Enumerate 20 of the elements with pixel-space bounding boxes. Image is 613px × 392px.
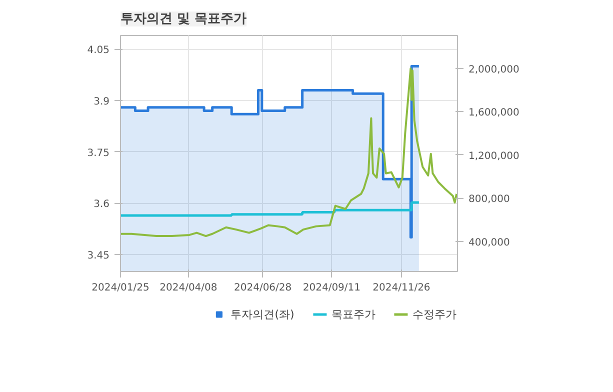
x-tick-label: 2024/06/28 bbox=[234, 282, 292, 294]
x-tick-label: 2024/11/26 bbox=[372, 282, 430, 294]
y2-tick-label: 2,000,000 bbox=[468, 64, 520, 76]
y2-tick-label: 800,000 bbox=[468, 194, 510, 206]
y2-tick-label: 1,200,000 bbox=[468, 150, 520, 162]
line-series bbox=[120, 67, 458, 238]
y-tick-label: 4.05 bbox=[87, 45, 110, 56]
legend-label: 투자의견(좌) bbox=[230, 306, 294, 322]
chart-title: 투자의견 및 목표주가 bbox=[120, 12, 247, 26]
y2-tick-label: 1,600,000 bbox=[468, 108, 520, 119]
x-tick-label: 2024/09/11 bbox=[302, 282, 361, 294]
x-tick-label: 2024/01/25 bbox=[92, 282, 150, 294]
x-tick-label: 2024/04/08 bbox=[160, 282, 218, 294]
y-tick-label: 3.6 bbox=[94, 199, 110, 210]
legend-label: 목표주가 bbox=[331, 306, 376, 322]
y-tick-label: 3.9 bbox=[94, 96, 110, 108]
y-tick-label: 3.75 bbox=[87, 148, 110, 159]
y-tick-label: 3.45 bbox=[87, 250, 110, 262]
y2-tick-label: 400,000 bbox=[468, 237, 510, 248]
legend-label: 수정주가 bbox=[412, 306, 456, 322]
